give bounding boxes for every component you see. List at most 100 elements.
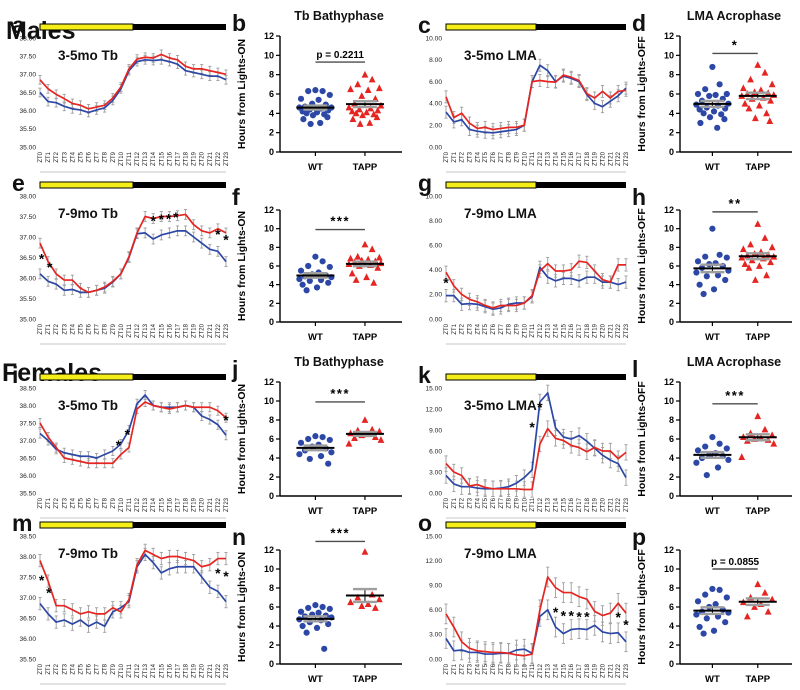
svg-text:ZT0: ZT0	[38, 151, 44, 162]
svg-text:ZT23: ZT23	[624, 663, 630, 678]
svg-text:ZT7: ZT7	[95, 323, 101, 334]
svg-text:7-9mo LMA: 7-9mo LMA	[464, 546, 537, 561]
panel-letter-h: h	[632, 184, 647, 210]
svg-text:8: 8	[269, 415, 274, 425]
svg-text:ZT5: ZT5	[78, 151, 84, 162]
svg-text:ZT3: ZT3	[467, 323, 473, 334]
svg-text:*: *	[584, 608, 590, 624]
svg-text:ZT20: ZT20	[200, 323, 206, 338]
svg-text:ZT23: ZT23	[624, 497, 630, 512]
svg-text:ZT8: ZT8	[507, 663, 513, 674]
panel-i: i 35.50 36.00 36.50 37.00 37.50 38.00 38.50 ZT0…	[4, 364, 232, 520]
svg-text:ZT3: ZT3	[467, 663, 473, 674]
svg-text:ZT11: ZT11	[127, 323, 133, 337]
svg-text:ZT16: ZT16	[569, 323, 575, 338]
svg-text:ZT5: ZT5	[483, 323, 489, 334]
svg-text:WT: WT	[705, 162, 720, 173]
svg-text:ZT17: ZT17	[577, 323, 583, 338]
svg-text:3-5mo Tb: 3-5mo Tb	[58, 48, 118, 63]
svg-text:37.00: 37.00	[19, 438, 36, 445]
svg-text:2: 2	[669, 298, 674, 308]
svg-text:6: 6	[269, 602, 274, 612]
svg-text:15.00: 15.00	[425, 533, 442, 540]
svg-text:ZT3: ZT3	[62, 151, 68, 162]
svg-text:ZT16: ZT16	[569, 663, 575, 678]
svg-text:ZT8: ZT8	[103, 323, 109, 334]
svg-text:ZT14: ZT14	[151, 151, 157, 166]
svg-text:ZT0: ZT0	[444, 323, 450, 334]
panel-e: e 35.00 35.50 36.00 36.50 37.00 37.50 38.00 ZT0…	[4, 172, 232, 346]
panel-m: m 35.50 36.00 36.50 37.00 37.50 38.00 38.50 ZT0…	[4, 512, 232, 686]
svg-text:ZT2: ZT2	[460, 497, 466, 508]
svg-text:ZT6: ZT6	[491, 497, 497, 508]
svg-text:7-9mo Tb: 7-9mo Tb	[58, 206, 118, 221]
panel-letter-l: l	[632, 356, 639, 382]
svg-text:ZT18: ZT18	[184, 663, 190, 678]
svg-text:ZT9: ZT9	[111, 151, 117, 162]
svg-text:35.50: 35.50	[19, 490, 36, 497]
svg-text:12.00: 12.00	[425, 406, 442, 413]
svg-text:ZT8: ZT8	[507, 323, 513, 334]
svg-text:3-5mo LMA: 3-5mo LMA	[464, 398, 537, 413]
svg-text:12: 12	[264, 205, 274, 215]
panel-p: p 0 2 4 6 8 10 12 WT TAPP Hours from Lights-OFF p …	[632, 524, 798, 686]
svg-text:35.00: 35.00	[19, 144, 36, 151]
svg-text:4: 4	[669, 621, 674, 631]
svg-text:*: *	[159, 211, 165, 227]
svg-text:35.00: 35.00	[19, 316, 36, 323]
svg-text:ZT18: ZT18	[585, 151, 591, 166]
svg-text:ZT14: ZT14	[554, 151, 560, 166]
svg-text:6: 6	[269, 89, 274, 99]
svg-text:ZT16: ZT16	[167, 497, 173, 512]
svg-text:ZT4: ZT4	[70, 323, 76, 334]
svg-text:ZT9: ZT9	[111, 497, 117, 508]
svg-text:ZT1: ZT1	[46, 663, 52, 674]
panel-letter-c: c	[418, 12, 431, 38]
svg-text:ZT3: ZT3	[467, 151, 473, 162]
svg-text:8: 8	[269, 70, 274, 80]
svg-text:ZT19: ZT19	[192, 151, 198, 166]
svg-text:Tb Bathyphase: Tb Bathyphase	[294, 9, 384, 23]
svg-text:ZT19: ZT19	[593, 323, 599, 338]
svg-text:ZT12: ZT12	[538, 323, 544, 338]
svg-text:ZT12: ZT12	[135, 497, 141, 512]
svg-text:2: 2	[269, 472, 274, 482]
svg-text:ZT8: ZT8	[507, 497, 513, 508]
svg-text:*: *	[443, 275, 449, 291]
svg-text:*: *	[223, 568, 229, 584]
svg-text:WT: WT	[705, 674, 720, 685]
svg-text:8.00: 8.00	[429, 57, 442, 64]
svg-text:36.00: 36.00	[19, 636, 36, 643]
svg-text:ZT8: ZT8	[103, 663, 109, 674]
svg-text:ZT13: ZT13	[143, 323, 149, 338]
svg-text:ZT23: ZT23	[224, 663, 230, 678]
svg-text:**: **	[729, 196, 742, 211]
svg-text:37.50: 37.50	[19, 53, 36, 60]
svg-text:12: 12	[264, 377, 274, 387]
svg-text:2.00: 2.00	[429, 123, 442, 130]
svg-text:Hours from Lights-OFF: Hours from Lights-OFF	[636, 36, 648, 152]
svg-text:ZT21: ZT21	[208, 497, 214, 512]
svg-text:37.00: 37.00	[19, 595, 36, 602]
svg-text:ZT5: ZT5	[483, 151, 489, 162]
svg-text:15.00: 15.00	[425, 385, 442, 392]
svg-text:ZT7: ZT7	[95, 151, 101, 162]
svg-text:WT: WT	[705, 332, 720, 343]
svg-text:*: *	[615, 609, 621, 625]
svg-text:*: *	[223, 231, 229, 247]
svg-text:ZT19: ZT19	[593, 151, 599, 166]
panel-n: n 0 2 4 6 8 10 12 WT TAPP Hours from Lights-ON ***	[232, 524, 408, 686]
svg-text:6.00: 6.00	[429, 243, 442, 250]
svg-text:ZT0: ZT0	[444, 663, 450, 674]
svg-text:ZT10: ZT10	[522, 663, 528, 678]
svg-text:ZT19: ZT19	[593, 497, 599, 512]
svg-text:ZT2: ZT2	[54, 497, 60, 508]
svg-text:ZT17: ZT17	[175, 663, 181, 678]
scatter-males-tb-bathyphase-7-9mo: 0 2 4 6 8 10 12 WT TAPP Hours from Lights-ON ***	[236, 205, 402, 343]
svg-text:ZT0: ZT0	[38, 323, 44, 334]
svg-text:4: 4	[269, 108, 274, 118]
svg-text:*: *	[623, 616, 629, 632]
svg-text:ZT6: ZT6	[491, 151, 497, 162]
